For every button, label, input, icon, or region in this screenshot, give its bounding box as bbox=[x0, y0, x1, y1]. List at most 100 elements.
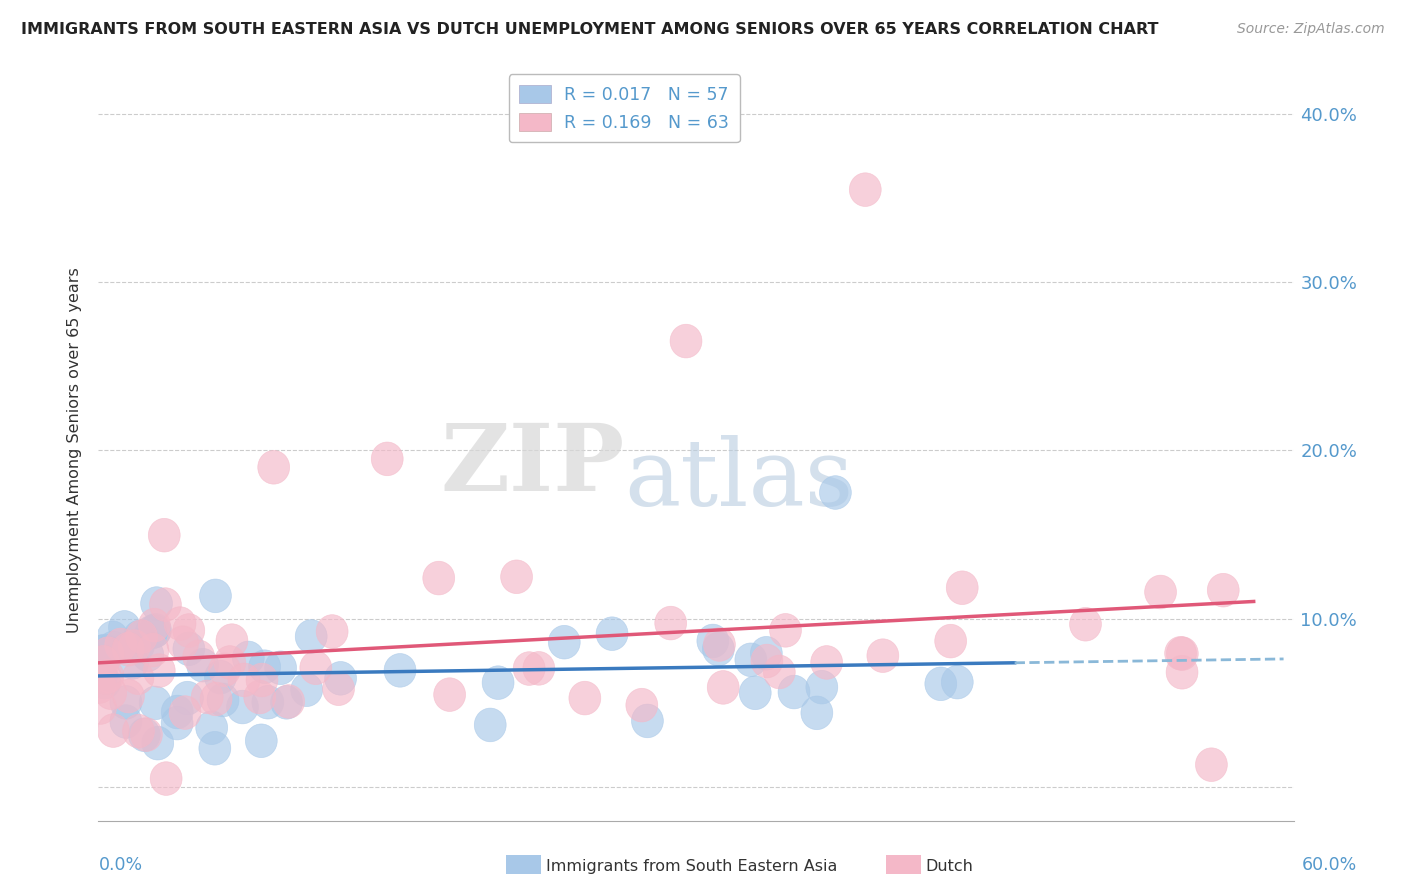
Ellipse shape bbox=[131, 718, 162, 751]
Ellipse shape bbox=[751, 637, 782, 670]
Ellipse shape bbox=[208, 653, 240, 687]
Ellipse shape bbox=[87, 646, 120, 679]
Ellipse shape bbox=[89, 634, 121, 668]
Ellipse shape bbox=[91, 659, 124, 693]
Ellipse shape bbox=[207, 683, 239, 717]
Ellipse shape bbox=[172, 681, 204, 715]
Ellipse shape bbox=[191, 680, 224, 714]
Ellipse shape bbox=[232, 641, 264, 674]
Ellipse shape bbox=[548, 625, 581, 659]
Ellipse shape bbox=[110, 686, 142, 719]
Ellipse shape bbox=[136, 633, 169, 667]
Ellipse shape bbox=[183, 640, 215, 673]
Ellipse shape bbox=[148, 518, 180, 552]
Ellipse shape bbox=[217, 624, 247, 657]
Ellipse shape bbox=[122, 714, 155, 748]
Ellipse shape bbox=[1070, 607, 1101, 641]
Ellipse shape bbox=[697, 624, 728, 657]
Ellipse shape bbox=[139, 614, 172, 647]
Ellipse shape bbox=[162, 706, 193, 739]
Ellipse shape bbox=[214, 646, 246, 680]
Ellipse shape bbox=[149, 588, 181, 622]
Text: Immigrants from South Eastern Asia: Immigrants from South Eastern Asia bbox=[546, 859, 837, 873]
Ellipse shape bbox=[187, 648, 218, 682]
Ellipse shape bbox=[228, 663, 260, 697]
Ellipse shape bbox=[138, 608, 170, 642]
Ellipse shape bbox=[735, 643, 766, 677]
Ellipse shape bbox=[135, 615, 167, 649]
Ellipse shape bbox=[523, 651, 555, 685]
Ellipse shape bbox=[173, 614, 205, 648]
Ellipse shape bbox=[125, 620, 157, 653]
Ellipse shape bbox=[820, 475, 852, 509]
Ellipse shape bbox=[122, 629, 155, 662]
Ellipse shape bbox=[384, 654, 416, 687]
Ellipse shape bbox=[935, 624, 966, 658]
Ellipse shape bbox=[226, 690, 259, 723]
Ellipse shape bbox=[97, 714, 129, 747]
Ellipse shape bbox=[246, 724, 277, 757]
Ellipse shape bbox=[97, 621, 128, 655]
Ellipse shape bbox=[83, 670, 115, 704]
Ellipse shape bbox=[769, 614, 801, 648]
Ellipse shape bbox=[86, 659, 118, 693]
Ellipse shape bbox=[139, 686, 172, 720]
Ellipse shape bbox=[264, 651, 297, 685]
Ellipse shape bbox=[325, 662, 357, 695]
Ellipse shape bbox=[84, 690, 117, 724]
Ellipse shape bbox=[91, 637, 124, 671]
Ellipse shape bbox=[707, 671, 740, 704]
Ellipse shape bbox=[942, 665, 973, 699]
Ellipse shape bbox=[626, 689, 658, 722]
Ellipse shape bbox=[139, 615, 170, 648]
Ellipse shape bbox=[257, 450, 290, 484]
Ellipse shape bbox=[1144, 575, 1177, 609]
Ellipse shape bbox=[751, 644, 783, 678]
Ellipse shape bbox=[128, 718, 160, 752]
Ellipse shape bbox=[1208, 574, 1239, 607]
Ellipse shape bbox=[162, 695, 193, 729]
Ellipse shape bbox=[195, 711, 228, 745]
Ellipse shape bbox=[246, 663, 278, 697]
Text: 60.0%: 60.0% bbox=[1302, 855, 1357, 873]
Ellipse shape bbox=[371, 442, 404, 475]
Text: ZIP: ZIP bbox=[440, 420, 624, 510]
Ellipse shape bbox=[143, 654, 176, 688]
Ellipse shape bbox=[118, 630, 150, 664]
Ellipse shape bbox=[474, 708, 506, 742]
Text: IMMIGRANTS FROM SOUTH EASTERN ASIA VS DUTCH UNEMPLOYMENT AMONG SENIORS OVER 65 Y: IMMIGRANTS FROM SOUTH EASTERN ASIA VS DU… bbox=[21, 22, 1159, 37]
Text: atlas: atlas bbox=[624, 435, 853, 525]
Ellipse shape bbox=[925, 667, 956, 700]
Ellipse shape bbox=[97, 631, 129, 665]
Ellipse shape bbox=[946, 571, 979, 605]
Legend: R = 0.017   N = 57, R = 0.169   N = 63: R = 0.017 N = 57, R = 0.169 N = 63 bbox=[509, 74, 740, 142]
Ellipse shape bbox=[141, 587, 173, 621]
Ellipse shape bbox=[200, 579, 232, 613]
Ellipse shape bbox=[299, 651, 332, 684]
Ellipse shape bbox=[249, 650, 281, 683]
Ellipse shape bbox=[655, 607, 686, 640]
Ellipse shape bbox=[112, 632, 145, 666]
Ellipse shape bbox=[295, 620, 328, 653]
Ellipse shape bbox=[1195, 747, 1227, 781]
Ellipse shape bbox=[433, 678, 465, 712]
Ellipse shape bbox=[482, 665, 515, 699]
Ellipse shape bbox=[501, 560, 533, 593]
Ellipse shape bbox=[110, 705, 142, 739]
Text: Dutch: Dutch bbox=[925, 859, 973, 873]
Ellipse shape bbox=[105, 628, 136, 662]
Ellipse shape bbox=[108, 610, 141, 644]
Ellipse shape bbox=[778, 675, 810, 709]
Ellipse shape bbox=[94, 676, 127, 709]
Ellipse shape bbox=[316, 615, 349, 648]
Ellipse shape bbox=[811, 646, 842, 680]
Text: 0.0%: 0.0% bbox=[98, 855, 142, 873]
Ellipse shape bbox=[631, 704, 664, 738]
Ellipse shape bbox=[169, 696, 201, 730]
Ellipse shape bbox=[124, 620, 155, 654]
Ellipse shape bbox=[122, 661, 153, 695]
Ellipse shape bbox=[243, 681, 276, 714]
Ellipse shape bbox=[740, 676, 770, 710]
Ellipse shape bbox=[204, 660, 236, 694]
Ellipse shape bbox=[167, 626, 198, 659]
